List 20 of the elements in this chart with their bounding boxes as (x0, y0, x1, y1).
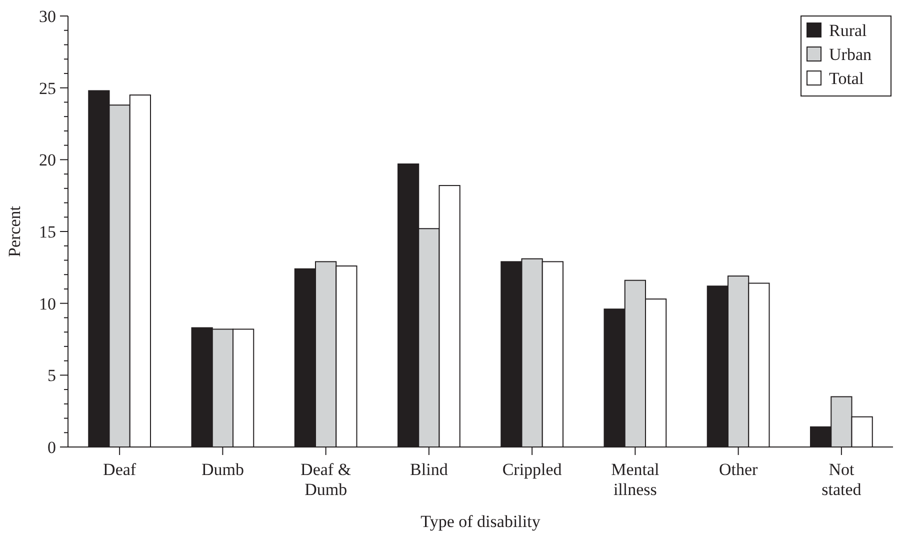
y-tick-label: 20 (39, 150, 56, 170)
y-tick-label: 5 (48, 366, 56, 386)
legend-label: Rural (829, 20, 868, 40)
y-tick-label: 0 (48, 438, 56, 457)
x-tick-label: Dumb (201, 460, 244, 479)
x-tick-label: Deaf (103, 460, 136, 479)
x-tick-label: Crippled (502, 460, 562, 479)
x-tick-label: Deaf & Dumb (300, 460, 352, 499)
x-axis-title: Type of disability (420, 512, 541, 531)
legend-label: Urban (829, 44, 872, 64)
y-tick-label: 30 (39, 6, 56, 26)
x-tick-label: Other (718, 460, 758, 479)
x-tick-label: Mental illness (611, 460, 660, 499)
x-tick-label: Not stated (822, 460, 862, 499)
legend-label: Total (829, 68, 864, 88)
x-tick-label: Blind (410, 460, 448, 479)
y-tick-label: 25 (39, 78, 56, 98)
y-tick-label: 10 (39, 294, 56, 314)
y-tick-label: 15 (39, 222, 56, 242)
y-axis-title: Percent (5, 206, 24, 257)
